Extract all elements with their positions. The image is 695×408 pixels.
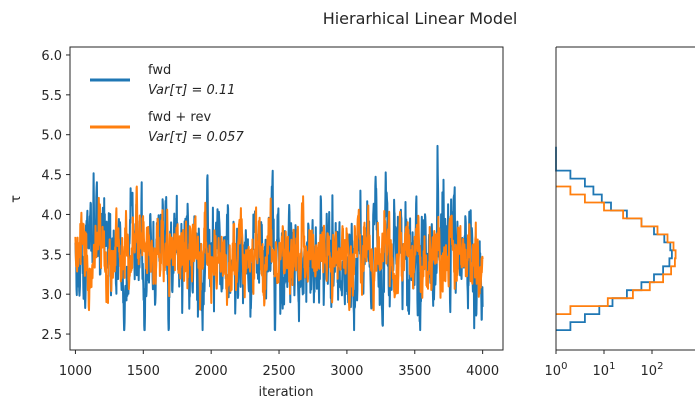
x-tick-label: 1500	[127, 364, 160, 379]
y-tick-label: 5.5	[41, 89, 62, 104]
trace-x-ticks: 1000 1500 2000 2500 3000 3500 4000	[59, 350, 499, 379]
y-tick-label: 3.5	[41, 248, 62, 263]
x-tick-label: 3000	[330, 364, 363, 379]
histogram-panel: 100 101 102	[545, 46, 695, 379]
y-tick-label: 5.0	[41, 129, 62, 144]
hist-tick-label: 101	[593, 361, 616, 379]
y-tick-label: 3.0	[41, 288, 62, 303]
y-tick-label: 4.0	[41, 208, 62, 223]
histogram-lines	[555, 146, 677, 331]
x-axis-label: iteration	[259, 385, 314, 400]
x-tick-label: 3500	[398, 364, 431, 379]
trace-lines	[74, 144, 484, 332]
histogram-step-fwd-rev	[556, 185, 677, 315]
chart-title: Hierarhical Linear Model	[323, 9, 518, 28]
y-tick-label: 6.0	[41, 49, 62, 64]
x-tick-label: 2500	[262, 364, 295, 379]
legend-label-fwd: fwd	[148, 63, 171, 78]
legend-stat-fwd-rev: Var[τ] = 0.057	[148, 130, 244, 145]
x-tick-label: 1000	[59, 364, 92, 379]
trace-panel: 1000 1500 2000 2500 3000 3500 4000 2.5 3.0 3.5 4.…	[9, 46, 504, 400]
x-tick-label: 4000	[466, 364, 499, 379]
hist-tick-label: 102	[641, 361, 664, 379]
trace-frame	[69, 46, 504, 351]
y-tick-label: 2.5	[41, 328, 62, 343]
x-tick-label: 2000	[195, 364, 228, 379]
legend-stat-fwd: Var[τ] = 0.11	[148, 83, 235, 98]
hist-tick-label: 100	[545, 361, 568, 379]
histogram-step-fwd	[555, 146, 673, 331]
legend: fwd Var[τ] = 0.11 fwd + rev Var[τ] = 0.0…	[90, 63, 244, 145]
histogram-x-ticks: 100 101 102	[545, 350, 664, 379]
trace-line-fwd-rev	[74, 185, 484, 312]
y-axis-label: τ	[9, 195, 24, 203]
y-tick-label: 4.5	[41, 169, 62, 184]
trace-y-ticks: 2.5 3.0 3.5 4.0 4.5 5.0 5.5 6.0	[41, 49, 70, 343]
legend-label-fwd-rev: fwd + rev	[148, 110, 211, 125]
